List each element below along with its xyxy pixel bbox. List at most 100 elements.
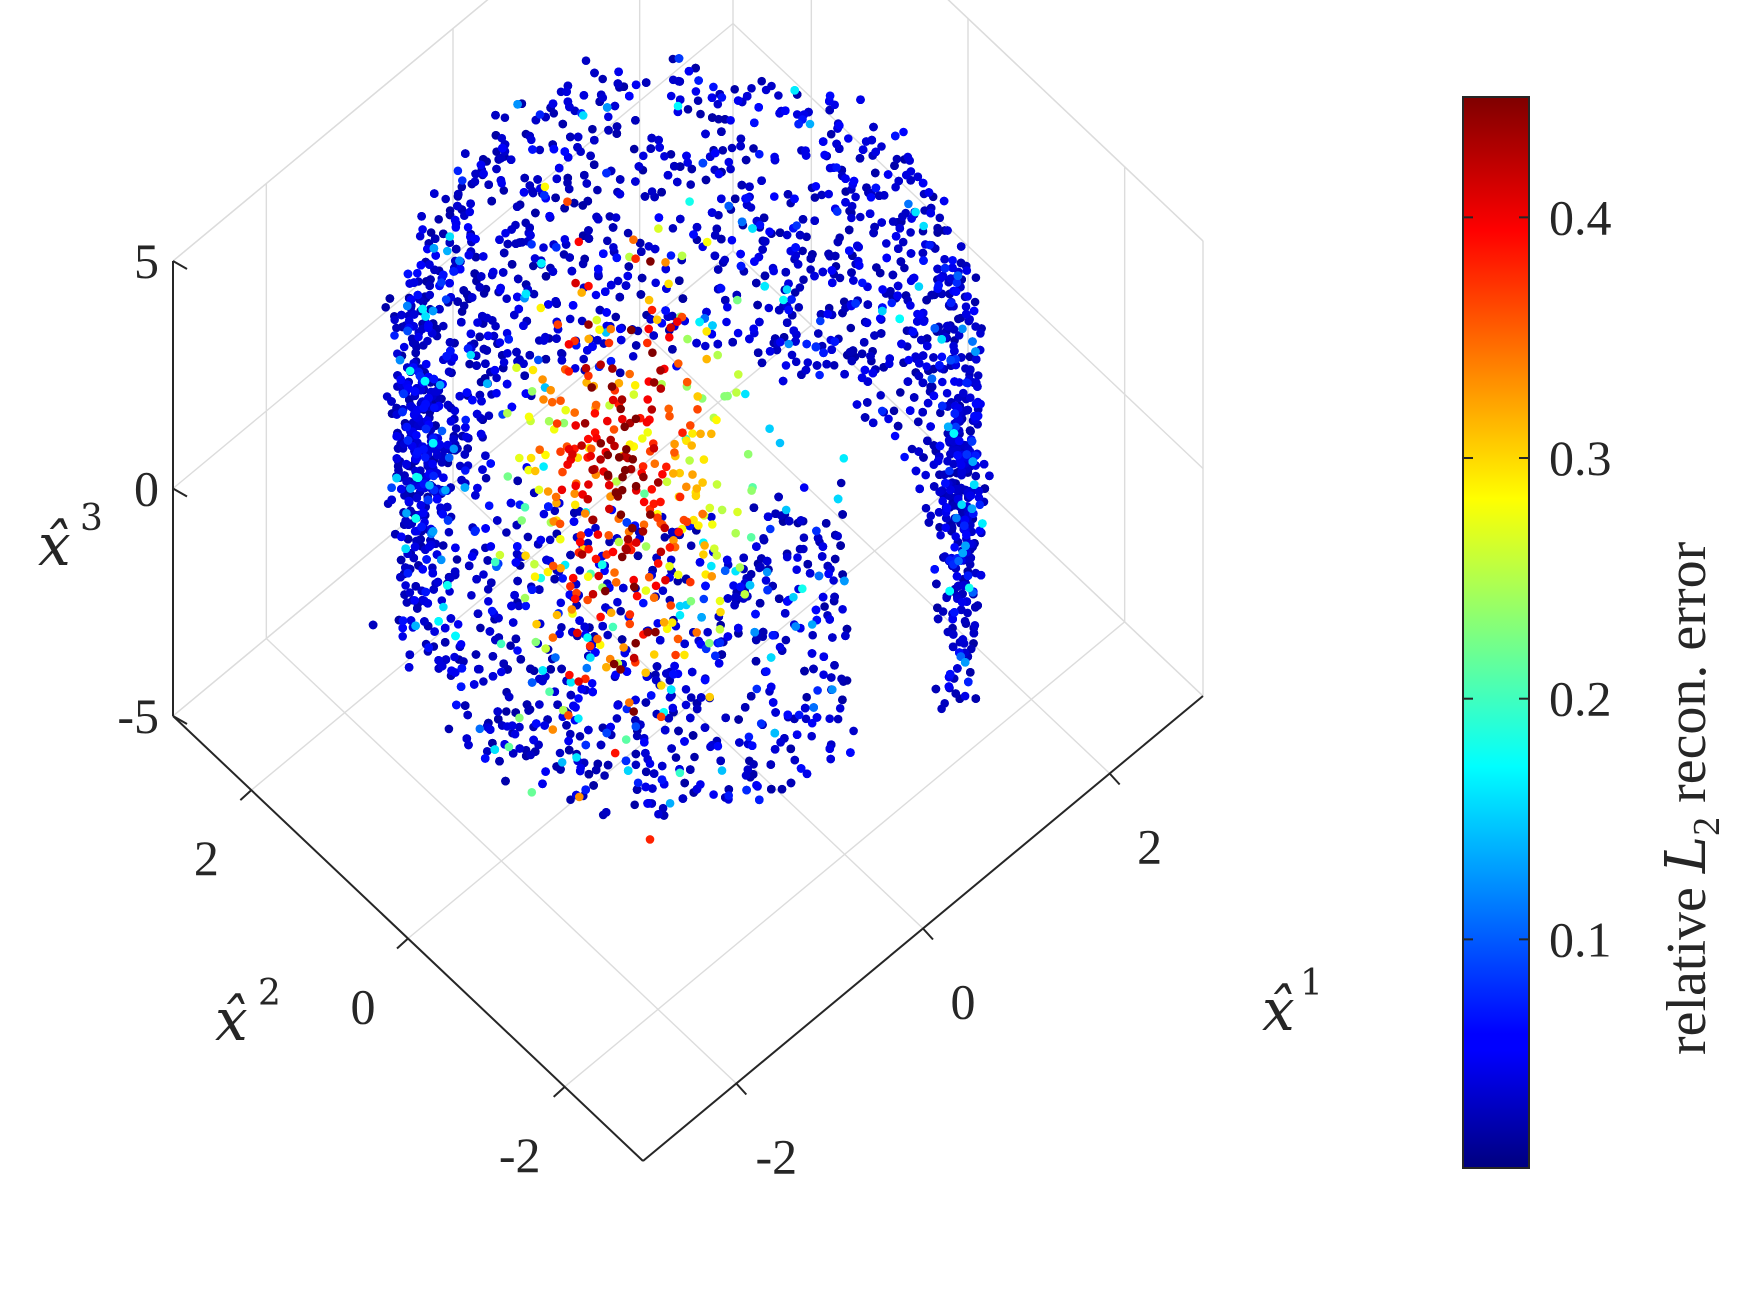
scatter-point: [798, 215, 808, 224]
scatter-point: [392, 323, 401, 333]
scatter-point: [971, 471, 981, 481]
scatter-point: [782, 552, 792, 562]
scatter-point: [943, 226, 952, 235]
scatter-point: [825, 615, 834, 624]
scatter-point: [589, 160, 599, 169]
scatter-point: [519, 321, 528, 331]
x-tick-mark: [1108, 772, 1121, 786]
scatter-point: [783, 190, 793, 199]
scatter-point: [692, 222, 702, 232]
scatter-point: [387, 483, 396, 493]
scatter-point: [942, 388, 952, 398]
scatter-point: [783, 710, 793, 720]
scatter-point: [616, 606, 625, 616]
scatter-point: [660, 533, 670, 542]
scatter-point: [473, 318, 482, 327]
scatter-point: [730, 85, 739, 94]
scatter-point: [700, 723, 710, 732]
scatter-point: [941, 478, 950, 488]
scatter-point: [686, 693, 696, 702]
scatter-point: [558, 119, 568, 129]
scatter-point: [640, 192, 650, 201]
scatter-point: [969, 628, 979, 638]
scatter-point: [412, 430, 421, 440]
scatter-point: [860, 413, 870, 422]
scatter-point: [513, 646, 522, 655]
scatter-point: [445, 278, 454, 288]
scatter-point: [497, 179, 507, 188]
scatter-point: [810, 216, 819, 225]
scatter-point: [410, 542, 420, 552]
scatter-point: [575, 566, 585, 575]
scatter-point: [634, 162, 644, 171]
scatter-point: [660, 152, 669, 161]
scatter-point: [735, 738, 744, 747]
scatter-point: [557, 664, 566, 674]
scatter-point: [396, 572, 405, 582]
scatter-point: [888, 217, 898, 226]
scatter-point: [482, 747, 492, 756]
scatter-point: [966, 491, 975, 501]
scatter-point: [782, 318, 792, 328]
scatter-point: [791, 357, 801, 367]
scatter-point: [397, 310, 406, 320]
scatter-point: [439, 270, 448, 280]
scatter-point: [818, 137, 828, 146]
scatter-point: [776, 337, 785, 347]
scatter-point: [616, 324, 625, 334]
scatter-point: [429, 374, 439, 384]
scatter-point: [483, 331, 493, 341]
scatter-point: [430, 234, 440, 243]
scatter-point: [595, 305, 605, 315]
scatter-point: [948, 642, 958, 652]
scatter-point: [842, 624, 852, 634]
scatter-point: [930, 324, 940, 333]
scatter-point: [766, 760, 776, 769]
scatter-point: [962, 378, 971, 388]
scatter-point: [686, 765, 695, 774]
scatter-point: [625, 91, 634, 101]
scatter-point: [762, 667, 771, 676]
scatter-point: [756, 562, 765, 572]
scatter-point: [830, 592, 839, 602]
scatter-point: [936, 408, 945, 418]
scatter-point: [608, 223, 618, 232]
scatter-point: [770, 192, 779, 201]
scatter-point: [914, 417, 923, 427]
scatter-point: [801, 365, 811, 375]
scatter-point: [945, 669, 955, 679]
scatter-point: [964, 677, 973, 687]
scatter-point: [938, 401, 947, 411]
scatter-point: [942, 593, 951, 603]
scatter-point: [907, 444, 917, 454]
scatter-point: [453, 201, 462, 211]
scatter-point: [562, 87, 571, 96]
scatter-point: [451, 244, 461, 254]
scatter-point: [481, 473, 491, 483]
scatter-point: [492, 164, 501, 174]
scatter-point: [536, 535, 546, 545]
scatter-point: [724, 785, 734, 794]
scatter-point: [750, 118, 759, 128]
scatter-point: [923, 398, 933, 408]
scatter-point: [754, 103, 763, 112]
scatter-point: [933, 456, 943, 466]
scatter-point: [476, 160, 486, 170]
scatter-point: [471, 169, 480, 179]
scatter-point: [921, 470, 930, 480]
scatter-point: [596, 740, 606, 750]
scatter-point: [645, 759, 655, 768]
scatter-point: [665, 693, 675, 702]
scatter-point: [898, 212, 907, 221]
scatter-point: [588, 124, 597, 134]
scatter-point: [849, 176, 859, 186]
scatter-point: [713, 339, 723, 349]
scatter-point: [632, 785, 642, 794]
scatter-point: [701, 175, 711, 185]
scatter-point: [736, 141, 745, 151]
scatter-point: [402, 598, 412, 607]
scatter-point: [822, 359, 831, 369]
scatter-point: [835, 704, 845, 713]
scatter-point: [640, 738, 649, 747]
scatter-point: [906, 301, 915, 310]
